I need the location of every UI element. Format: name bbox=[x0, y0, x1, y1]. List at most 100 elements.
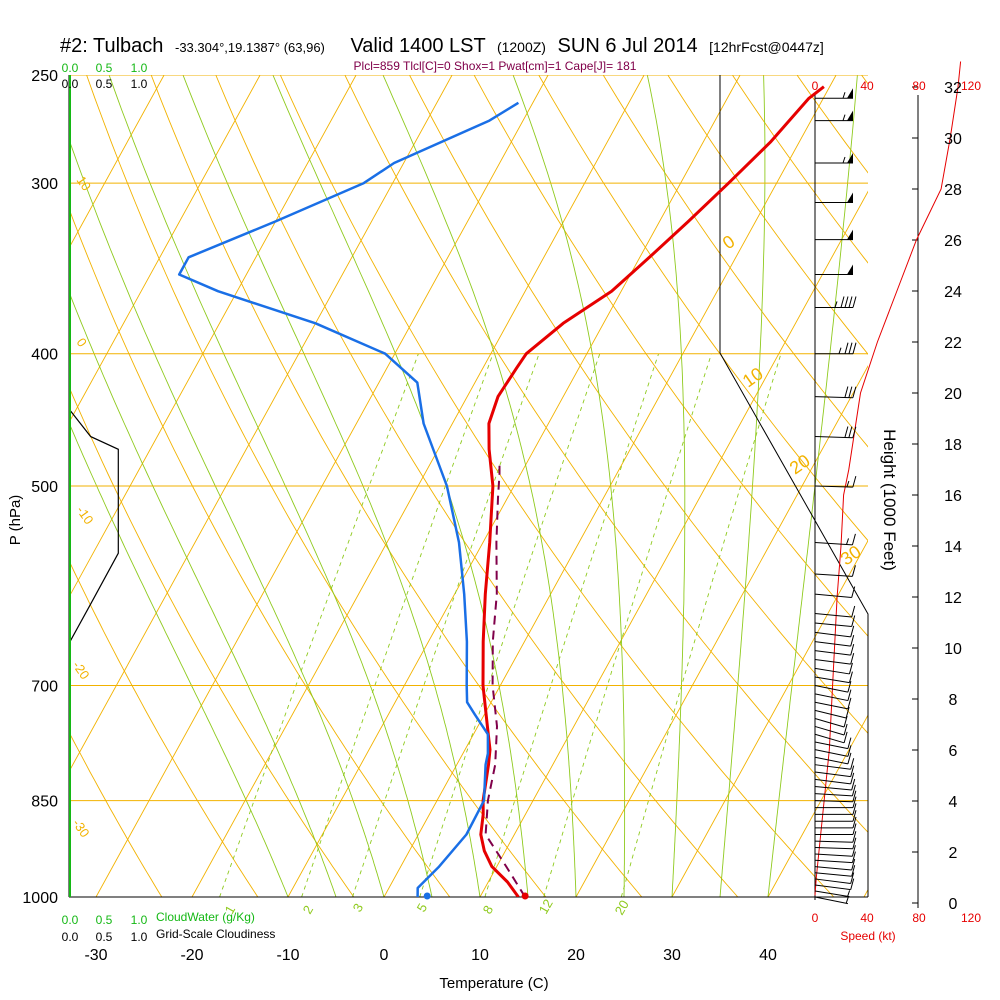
wind-barb bbox=[814, 778, 856, 791]
dry-adiabat-label: 0 bbox=[74, 335, 90, 350]
height-axis-label: Height (1000 Feet) bbox=[880, 429, 899, 571]
cloudwater-tick-label: 1.0 bbox=[131, 61, 148, 75]
cloudiness-tick-label: 0.0 bbox=[62, 930, 79, 944]
mixing-ratio-label: 3 bbox=[350, 901, 367, 915]
mixing-ratio-label: 8 bbox=[480, 903, 497, 917]
dry-adiabat-line bbox=[150, 75, 643, 897]
pressure-tick-label: 700 bbox=[31, 679, 58, 696]
wind-barb bbox=[814, 644, 855, 656]
height-tick-label: 8 bbox=[949, 692, 958, 709]
dry-adiabat-line bbox=[279, 75, 835, 897]
wind-speed-tick-label: 80 bbox=[912, 911, 926, 925]
wind-barb bbox=[814, 426, 857, 439]
height-tick-label: 30 bbox=[944, 131, 962, 148]
wind-speed-tick-label: 0 bbox=[812, 79, 819, 93]
wind-barb bbox=[814, 706, 850, 719]
cloudiness-line bbox=[69, 409, 119, 642]
wind-barb bbox=[815, 810, 857, 822]
dry-adiabat-line bbox=[69, 731, 163, 897]
height-tick-label: 28 bbox=[944, 182, 962, 199]
height-tick-label: 4 bbox=[949, 794, 958, 811]
temperature-tick-label: -10 bbox=[276, 947, 299, 964]
dry-adiabat-label: -10 bbox=[74, 503, 97, 527]
wind-speed-tick-label: 80 bbox=[912, 79, 926, 93]
chart-title-coords: -33.304°,19.1387° (63,96) bbox=[175, 40, 325, 55]
wind-barb bbox=[814, 784, 856, 797]
wind-barb bbox=[814, 837, 857, 850]
speed-axis-label: Speed (kt) bbox=[840, 929, 895, 943]
cloudwater-label: CloudWater (g/Kg) bbox=[156, 910, 255, 924]
temperature-tick-label: -30 bbox=[84, 947, 107, 964]
dry-adiabat-line bbox=[69, 207, 451, 897]
pressure-tick-label: 500 bbox=[31, 479, 58, 496]
svg-text:#2: Tulbach -33.304°,19.13: #2: Tulbach -33.304°,19.1387° (63,96) Va… bbox=[60, 35, 824, 57]
wind-barb bbox=[814, 681, 852, 693]
chart-subtitle: Plcl=859 Tlcl[C]=0 Shox=1 Pwat[cm]=1 Cap… bbox=[354, 59, 637, 73]
grid-layer bbox=[69, 75, 1000, 897]
wind-barb bbox=[814, 605, 856, 618]
mixing-ratio-label: 20 bbox=[612, 897, 632, 917]
wind-barb bbox=[814, 662, 853, 675]
height-tick-label: 2 bbox=[949, 845, 958, 862]
wind-barb bbox=[815, 803, 857, 815]
isotherm-line bbox=[767, 714, 868, 897]
mixing-ratio-label: 12 bbox=[536, 896, 556, 916]
temperature-tick-label: 20 bbox=[567, 947, 585, 964]
moist-adiabat-line bbox=[69, 290, 337, 897]
wind-barb bbox=[814, 851, 856, 864]
cloudiness-tick-label: 1.0 bbox=[131, 77, 148, 91]
wind-barb bbox=[814, 896, 849, 905]
wind-barb bbox=[815, 342, 857, 355]
mixing-ratio-line bbox=[543, 353, 712, 897]
wind-barb bbox=[814, 758, 855, 770]
wind-barb bbox=[814, 772, 855, 785]
moist-adiabat-label: 10 bbox=[739, 363, 767, 391]
dry-adiabat-line bbox=[991, 75, 1000, 897]
dry-adiabat-line bbox=[69, 385, 355, 897]
wind-barb bbox=[814, 386, 857, 399]
wind-speed-tick-label: 120 bbox=[961, 911, 981, 925]
height-tick-label: 26 bbox=[944, 233, 962, 250]
wind-barb bbox=[814, 745, 852, 757]
temperature-line bbox=[479, 85, 825, 897]
wind-barb bbox=[814, 790, 857, 803]
cloudwater-tick-label: 1.0 bbox=[131, 913, 148, 927]
pressure-tick-label: 850 bbox=[31, 794, 58, 811]
moist-adiabat-line bbox=[69, 138, 385, 897]
mixing-ratio-line bbox=[620, 353, 782, 897]
parcel-line bbox=[484, 461, 526, 897]
wind-barb bbox=[814, 652, 855, 665]
wind-panel-boundary bbox=[719, 75, 869, 897]
moist-adiabat-line bbox=[767, 75, 858, 897]
series-layer bbox=[69, 75, 825, 897]
wind-barb bbox=[814, 737, 852, 750]
height-tick-label: 0 bbox=[949, 896, 958, 913]
mixing-ratio-label: 2 bbox=[300, 903, 317, 917]
moist-adiabat-label: 0 bbox=[719, 231, 739, 253]
height-tick-label: 14 bbox=[944, 539, 962, 556]
wind-barb bbox=[815, 264, 853, 276]
wind-speed-tick-label: 0 bbox=[812, 911, 819, 925]
wind-barb bbox=[814, 872, 855, 884]
dry-adiabat-line bbox=[344, 75, 868, 833]
wind-barb bbox=[815, 88, 853, 99]
pressure-tick-label: 1000 bbox=[22, 890, 58, 907]
x-axis-label: Temperature (C) bbox=[439, 975, 548, 992]
dry-adiabat-line bbox=[86, 75, 547, 897]
wind-barb bbox=[815, 192, 853, 204]
wind-barb bbox=[815, 153, 853, 164]
wind-barb-layer bbox=[814, 88, 857, 905]
moist-adiabat-line bbox=[69, 421, 289, 897]
dry-adiabat-label: -30 bbox=[70, 816, 93, 840]
dry-adiabat-line bbox=[473, 75, 868, 637]
dry-adiabat-line bbox=[667, 75, 868, 355]
wind-barb bbox=[814, 723, 848, 736]
moist-adiabat-line bbox=[512, 75, 626, 897]
surface-temperature-marker bbox=[521, 892, 529, 900]
wind-speed-tick-label: 120 bbox=[961, 79, 981, 93]
dry-adiabat-line bbox=[602, 75, 868, 448]
height-tick-label: 24 bbox=[944, 284, 962, 301]
height-tick-label: 22 bbox=[944, 335, 962, 352]
